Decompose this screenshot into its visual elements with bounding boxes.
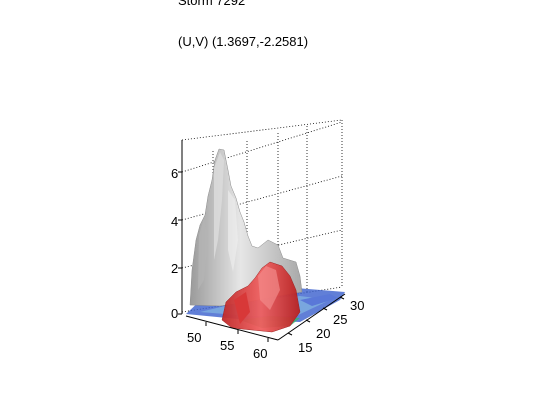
front-axes <box>185 293 346 342</box>
y-tick-label: 30 <box>350 298 364 313</box>
z-tick-label: 0 <box>171 306 178 321</box>
y-tick-label: 20 <box>316 326 330 341</box>
z-tick-label: 2 <box>171 261 178 276</box>
chart-subtitle: (U,V) (1.3697,-2.2581) <box>178 34 309 49</box>
x-tick-label: 50 <box>187 330 201 345</box>
y-tick-label: 15 <box>298 340 312 355</box>
z-tick-label: 4 <box>171 214 178 229</box>
z-axis <box>178 140 183 315</box>
red-surface <box>221 261 301 333</box>
x-tick-label: 55 <box>220 338 234 353</box>
x-tick-label: 60 <box>253 346 267 361</box>
y-tick-label: 25 <box>333 312 347 327</box>
chart-title: Storm 7292 <box>178 0 246 8</box>
z-tick-label: 6 <box>171 166 178 181</box>
